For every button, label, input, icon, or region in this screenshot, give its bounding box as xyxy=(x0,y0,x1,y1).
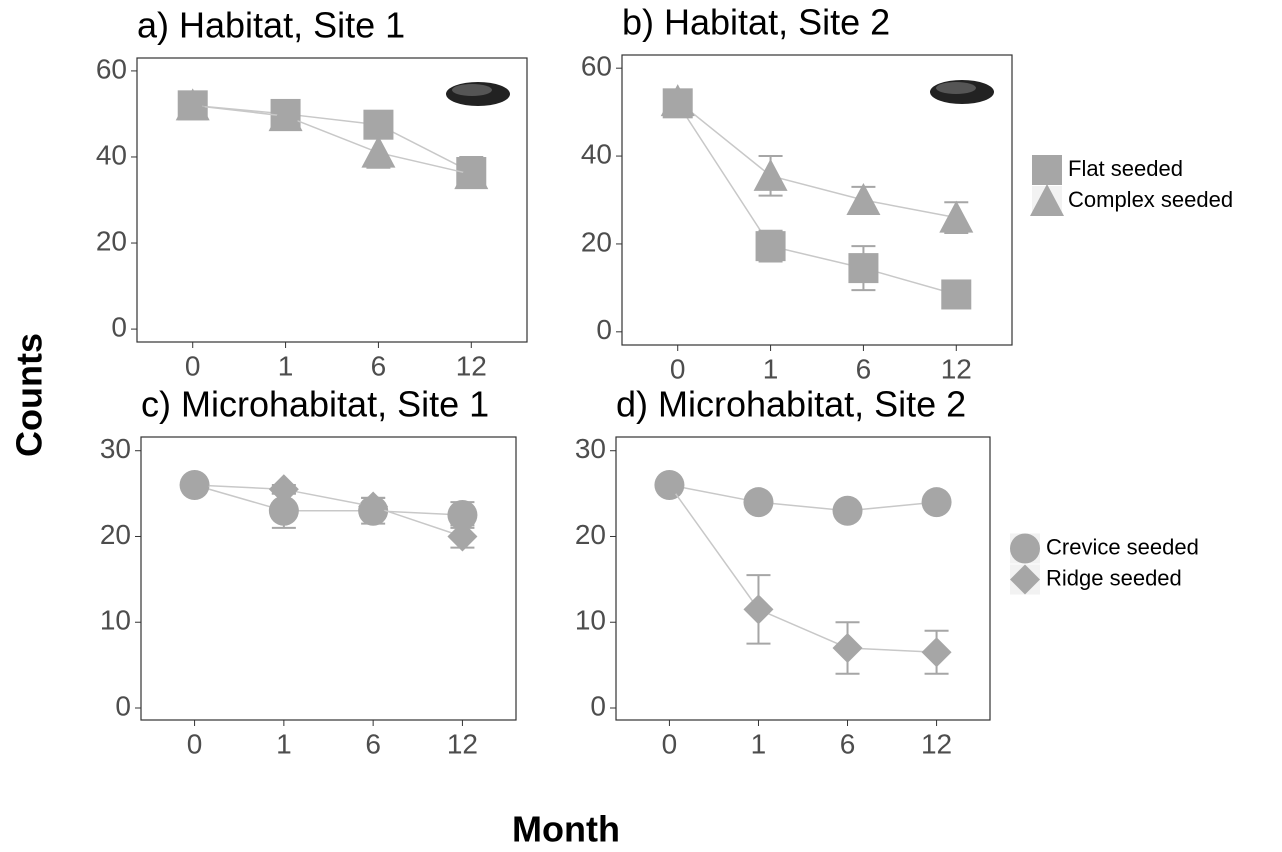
marker xyxy=(361,136,395,168)
marker xyxy=(941,279,971,309)
legend-label: Crevice seeded xyxy=(1046,534,1199,559)
marker xyxy=(833,496,863,526)
x-axis-label: Month xyxy=(512,809,620,850)
y-tick-label: 20 xyxy=(100,519,131,550)
x-tick-label: 12 xyxy=(447,728,478,759)
x-tick-label: 6 xyxy=(365,728,381,759)
panel-title: d) Microhabitat, Site 2 xyxy=(616,384,966,425)
marker xyxy=(756,231,786,261)
x-tick-label: 6 xyxy=(840,728,856,759)
x-tick-label: 0 xyxy=(670,353,686,384)
y-tick-label: 60 xyxy=(96,53,127,84)
x-tick-label: 1 xyxy=(751,728,767,759)
x-tick-label: 12 xyxy=(921,728,952,759)
y-tick-label: 20 xyxy=(575,519,606,550)
marker xyxy=(848,253,878,283)
marker xyxy=(743,487,773,517)
y-tick-label: 30 xyxy=(575,433,606,464)
x-tick-label: 1 xyxy=(278,350,294,381)
y-tick-label: 0 xyxy=(590,690,606,721)
x-tick-label: 0 xyxy=(185,350,201,381)
y-tick-label: 40 xyxy=(581,138,612,169)
panel-title: b) Habitat, Site 2 xyxy=(622,2,890,43)
y-tick-label: 30 xyxy=(100,433,131,464)
oyster-icon xyxy=(446,80,994,106)
x-tick-label: 0 xyxy=(662,728,678,759)
legend-label: Ridge seeded xyxy=(1046,565,1182,590)
legend-label: Flat seeded xyxy=(1068,156,1183,181)
series-line xyxy=(195,485,463,515)
marker xyxy=(743,594,773,624)
y-tick-label: 0 xyxy=(596,314,612,345)
marker xyxy=(922,637,952,667)
y-tick-label: 60 xyxy=(581,51,612,82)
marker xyxy=(939,201,973,233)
x-tick-label: 6 xyxy=(371,350,387,381)
figure: Month Counts a) Habitat, Site 1020406001… xyxy=(0,0,1282,852)
marker xyxy=(269,474,299,504)
series-line xyxy=(669,485,936,652)
x-tick-label: 0 xyxy=(187,728,203,759)
y-tick-label: 20 xyxy=(96,225,127,256)
y-axis-label: Counts xyxy=(9,333,50,457)
y-tick-label: 20 xyxy=(581,226,612,257)
legend-label: Complex seeded xyxy=(1068,187,1233,212)
series-line xyxy=(678,103,957,294)
x-tick-label: 1 xyxy=(276,728,292,759)
marker xyxy=(754,159,788,191)
y-tick-label: 10 xyxy=(575,605,606,636)
series-line xyxy=(193,105,472,172)
panel-title: a) Habitat, Site 1 xyxy=(137,5,405,46)
marker xyxy=(1010,534,1040,564)
x-tick-label: 12 xyxy=(941,353,972,384)
y-tick-label: 0 xyxy=(115,690,131,721)
marker xyxy=(833,633,863,663)
series-line xyxy=(678,101,957,217)
x-tick-label: 1 xyxy=(763,353,779,384)
marker xyxy=(1032,155,1062,185)
marker xyxy=(922,487,952,517)
x-tick-label: 12 xyxy=(456,350,487,381)
series-line xyxy=(193,105,472,174)
y-tick-label: 10 xyxy=(100,605,131,636)
series-line xyxy=(669,485,936,511)
y-tick-label: 40 xyxy=(96,139,127,170)
marker xyxy=(363,110,393,140)
x-tick-label: 6 xyxy=(856,353,872,384)
panel-title: c) Microhabitat, Site 1 xyxy=(141,384,489,425)
y-tick-label: 0 xyxy=(111,311,127,342)
